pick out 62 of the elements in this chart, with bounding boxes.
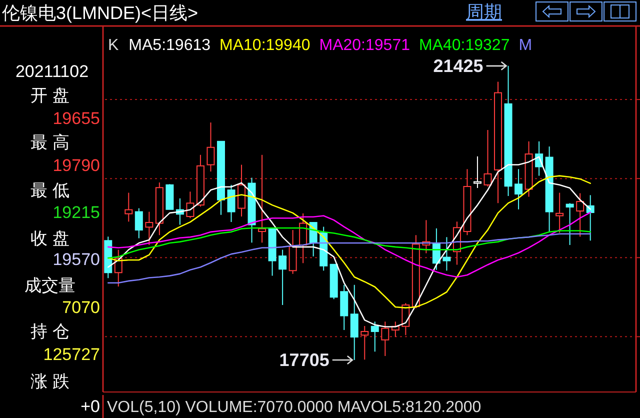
candlestick [545, 146, 554, 232]
text: 19655 [52, 109, 100, 128]
text: M [518, 37, 532, 54]
annotation: 21425 [433, 56, 484, 76]
candlestick [360, 325, 369, 360]
text: 最 低 [30, 181, 70, 200]
candlestick [514, 168, 523, 210]
candlestick [196, 154, 204, 208]
candlestick [206, 122, 215, 172]
annotation: 17705 [279, 350, 330, 370]
text: 19215 [52, 203, 100, 222]
candlestick [381, 321, 390, 357]
candlestick [473, 156, 482, 189]
text: 19570 [52, 250, 100, 269]
candlestick [134, 208, 143, 239]
candlestick [258, 154, 266, 244]
candlestick [494, 81, 502, 204]
text: MA10:19940 [220, 37, 310, 54]
candlestick [238, 164, 246, 218]
candlestick [155, 182, 164, 236]
candlestick [350, 284, 358, 360]
candlestick [463, 168, 472, 236]
chart-title: 伦镍电3(LMNDE)<日线> [2, 3, 198, 23]
candlestick [586, 194, 594, 242]
text: VOL(5,10) VOLUME:7070.0000 MAVOL5:8120.2000 [107, 399, 482, 416]
text: 19790 [52, 156, 100, 175]
candlestick [524, 140, 533, 198]
candlestick [576, 192, 584, 238]
candlestick [299, 212, 308, 264]
text: 开 盘 [30, 86, 70, 105]
text: 20211102 [15, 62, 89, 81]
text: 周期 [466, 2, 502, 22]
text: +0 [80, 397, 100, 416]
candlestick [145, 211, 154, 246]
text: 涨 跌 [30, 372, 70, 391]
candlestick [268, 228, 276, 276]
candlestick [442, 236, 451, 272]
text: MA40:19327 [418, 37, 510, 54]
candlestick [227, 184, 236, 223]
candlestick [504, 65, 512, 196]
candlestick [330, 264, 338, 300]
candlestick [124, 192, 133, 222]
candlestick [186, 191, 194, 219]
text: MA5:19613 [128, 37, 211, 54]
text: 最 高 [30, 133, 70, 152]
candlestick [288, 229, 297, 274]
candlestick [484, 129, 492, 187]
text: 持 仓 [30, 322, 70, 341]
text: 125727 [43, 345, 100, 364]
annotation: K [108, 37, 119, 54]
candlestick [340, 284, 348, 330]
candlestick [278, 249, 287, 306]
candlestick [556, 192, 564, 234]
text: 7070 [62, 298, 100, 317]
text: 成交量 [24, 276, 76, 295]
text: MA20:19571 [319, 37, 410, 54]
text: 收 盘 [30, 229, 70, 248]
candlestick [104, 236, 112, 279]
candlestick [370, 321, 379, 352]
candlestick [166, 184, 174, 210]
candlestick [566, 202, 574, 246]
candlestick [216, 140, 225, 216]
